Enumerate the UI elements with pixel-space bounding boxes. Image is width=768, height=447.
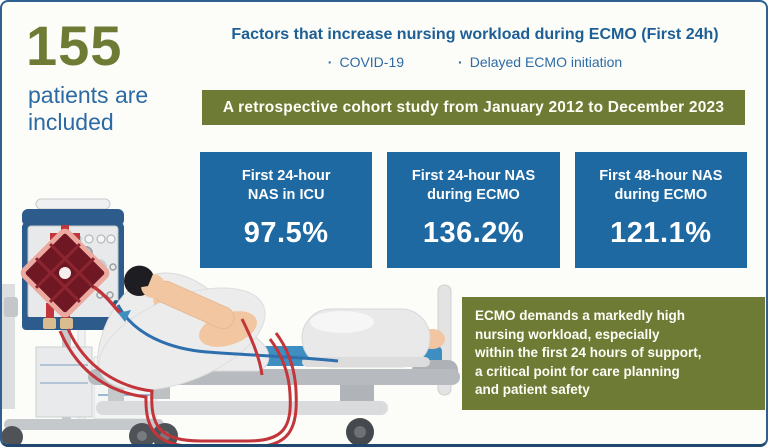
- oxygenator-icon: [20, 228, 110, 318]
- bullet-icon: ·: [327, 54, 333, 70]
- patient-icon: [97, 265, 445, 391]
- conclusion-line: and patient safety: [475, 382, 590, 398]
- stat-box-value: 97.5%: [243, 217, 329, 249]
- stat-box-nas-ecmo-24h: First 24-hour NAS during ECMO 136.2%: [387, 152, 560, 268]
- stat-box-value: 121.1%: [610, 217, 712, 249]
- patient-count-number: 155: [26, 14, 123, 77]
- stat-box-label: First 48-hour NAS during ECMO: [575, 167, 747, 205]
- blanket-icon: [301, 308, 431, 368]
- factor-delayed-initiation: · Delayed ECMO initiation: [458, 54, 622, 70]
- stat-box-value: 136.2%: [422, 217, 525, 249]
- patient-count-label-line1: patients are: [28, 82, 149, 108]
- factor-covid19: · COVID-19: [328, 54, 404, 70]
- stat-box-label: First 24-hour NAS during ECMO: [387, 167, 559, 205]
- stat-label-line: NAS in ICU: [247, 187, 325, 203]
- conclusion-line: nursing workload, especially: [475, 326, 660, 342]
- conclusion-line: ECMO demands a markedly high: [475, 308, 686, 323]
- stat-label-line: First 24-hour: [241, 168, 331, 184]
- patient-count-label-line2: included: [28, 109, 114, 136]
- main-title: Factors that increase nursing workload d…: [231, 26, 719, 43]
- stat-label-line: First 24-hour NAS: [411, 168, 536, 184]
- blue-tubing-icon: [116, 304, 339, 363]
- factor-covid19-label: COVID-19: [339, 54, 405, 70]
- factor-delayed-initiation-label: Delayed ECMO initiation: [469, 54, 623, 70]
- factors-row: · COVID-19 · Delayed ECMO initiation: [192, 54, 758, 70]
- stat-box-nas-icu-24h: First 24-hour NAS in ICU 97.5%: [200, 152, 373, 268]
- stat-box-nas-ecmo-48h: First 48-hour NAS during ECMO 121.1%: [574, 152, 747, 268]
- stat-box-label: First 24-hour NAS in ICU: [200, 167, 372, 205]
- conclusion-box: ECMO demands a markedly high nursing wor…: [462, 297, 765, 410]
- stat-label-line: First 48-hour NAS: [599, 168, 723, 184]
- stat-boxes-row: First 24-hour NAS in ICU 97.5% First 24-…: [200, 152, 747, 268]
- study-banner: A retrospective cohort study from Januar…: [202, 90, 745, 125]
- conclusion-line: within the first 24 hours of support,: [475, 345, 702, 361]
- patient-count-label: patients are included: [28, 82, 148, 136]
- stat-label-line: during ECMO: [614, 187, 708, 203]
- bullet-icon: ·: [458, 54, 463, 70]
- stat-label-line: during ECMO: [427, 187, 520, 203]
- patient-on-ecmo-illustration: [2, 198, 460, 444]
- wall-rail-icon: [2, 284, 18, 409]
- conclusion-line: a critical point for care planning: [475, 363, 680, 379]
- red-tubing-icon: [58, 285, 298, 444]
